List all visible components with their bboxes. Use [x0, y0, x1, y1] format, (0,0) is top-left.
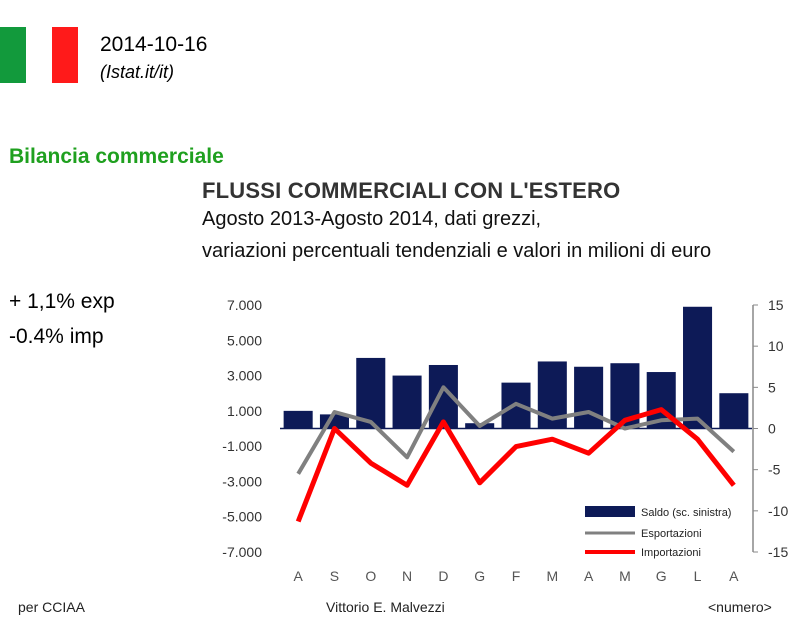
x-axis-category-label: A: [293, 568, 303, 584]
flag-white-stripe: [26, 27, 52, 83]
right-axis-tick-label: -10: [768, 503, 788, 519]
left-axis-tick-label: 5.000: [227, 332, 262, 348]
source-label: (Istat.it/it): [100, 62, 175, 82]
x-axis-category-label: S: [330, 568, 339, 584]
footer-left: per CCIAA: [18, 599, 85, 615]
left-axis-tick-label: 3.000: [227, 368, 262, 384]
x-axis-category-label: G: [474, 568, 485, 584]
left-axis-tick-label: -3.000: [222, 473, 262, 489]
chart-subtitle-line-1: Agosto 2013-Agosto 2014, dati grezzi,: [202, 208, 542, 230]
line-importazioni: [295, 407, 736, 523]
x-axis-category-label: O: [365, 568, 376, 584]
right-axis-tick-label: -15: [768, 544, 788, 560]
footer-page-number: <numero>: [708, 599, 772, 615]
footer-author: Vittorio E. Malvezzi: [326, 599, 445, 615]
x-axis-category-label: F: [512, 568, 521, 584]
left-axis-tick-label: -1.000: [222, 438, 262, 454]
x-axis-category-label: L: [694, 568, 702, 584]
italy-flag: [0, 27, 78, 83]
saldo-bar: [683, 306, 713, 429]
legend-swatch-saldo: [585, 506, 635, 517]
import-note: -0.4% imp: [9, 325, 104, 348]
saldo-bar: [283, 410, 313, 429]
right-axis-tick-label: 5: [768, 379, 776, 395]
chart-title: FLUSSI COMMERCIALI CON L'ESTERO: [202, 178, 621, 203]
left-axis-tick-label: 7.000: [227, 297, 262, 313]
export-note: + 1,1% exp: [9, 290, 115, 313]
x-axis-category-label: M: [546, 568, 558, 584]
legend-label: Importazioni: [641, 547, 701, 559]
flag-red-stripe: [52, 27, 78, 83]
flag-green-stripe: [0, 27, 26, 83]
chart-subtitle-line-2: variazioni percentuali tendenziali e val…: [202, 240, 712, 262]
saldo-bar: [719, 393, 749, 429]
x-axis-category-label: A: [729, 568, 739, 584]
legend-label: Saldo (sc. sinistra): [641, 507, 731, 519]
section-title: Bilancia commerciale: [9, 145, 224, 168]
x-axis-category-label: D: [438, 568, 448, 584]
line-esportazioni: [296, 385, 736, 475]
slide-date: 2014-10-16: [100, 33, 208, 56]
right-axis-tick-label: -5: [768, 462, 781, 478]
x-axis-category-label: G: [656, 568, 667, 584]
saldo-bar: [392, 375, 422, 429]
right-axis-tick-label: 10: [768, 338, 784, 354]
right-axis-tick-label: 15: [768, 297, 784, 313]
right-axis-tick-label: 0: [768, 421, 776, 437]
saldo-bar: [574, 366, 604, 429]
saldo-bar: [356, 357, 386, 429]
x-axis-category-label: N: [402, 568, 412, 584]
x-axis-category-label: A: [584, 568, 594, 584]
legend-label: Esportazioni: [641, 528, 702, 540]
left-axis-tick-label: 1.000: [227, 403, 262, 419]
left-axis-tick-label: -7.000: [222, 544, 262, 560]
left-axis-tick-label: -5.000: [222, 509, 262, 525]
x-axis-category-label: M: [619, 568, 631, 584]
